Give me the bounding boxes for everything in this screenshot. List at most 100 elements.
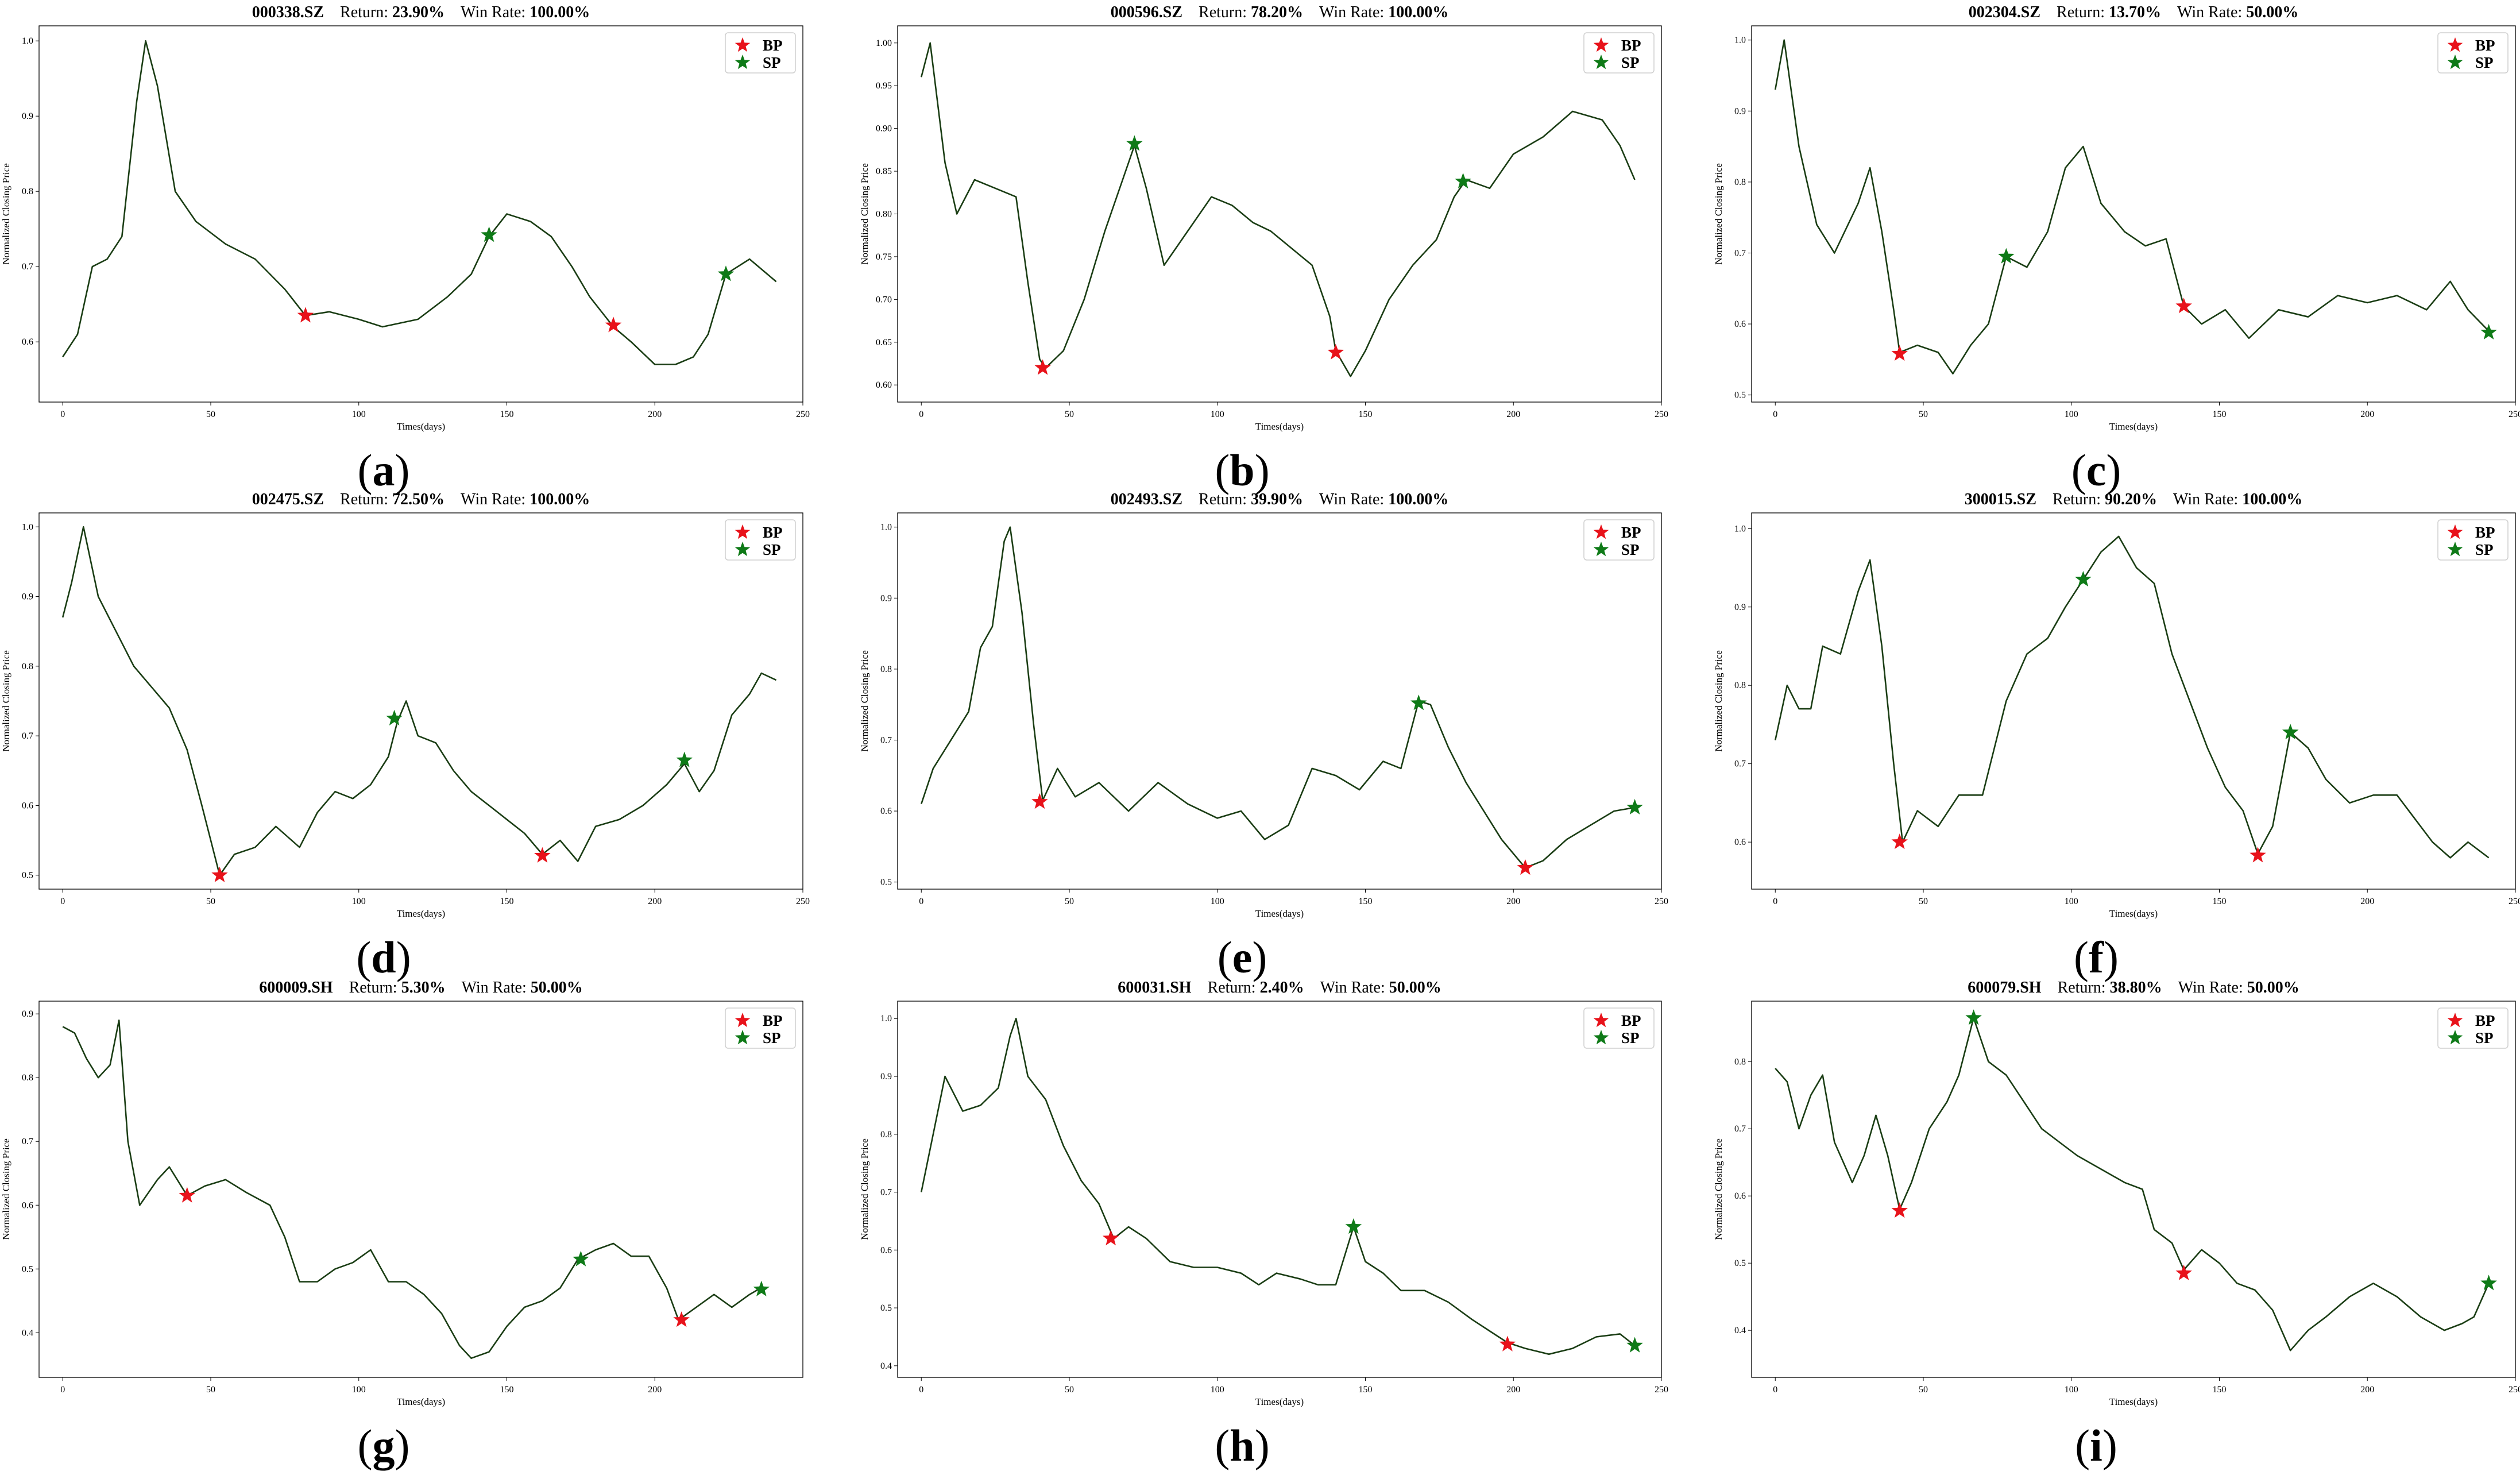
return-value: 78.20% bbox=[1251, 3, 1303, 21]
win-rate-value: 50.00% bbox=[531, 979, 583, 997]
y-tick-label: 0.65 bbox=[876, 338, 892, 347]
panel-title: 300015.SZ Return: 90.20% Win Rate: 100.0… bbox=[1965, 491, 2302, 508]
sell-point-marker bbox=[1965, 1009, 1982, 1025]
buy-point-marker bbox=[2175, 298, 2192, 314]
price-series-line bbox=[61, 526, 777, 876]
subfigure-paren-close: ) bbox=[1255, 445, 1270, 495]
x-axis-label: Times(days) bbox=[1255, 908, 1304, 919]
y-tick-label: 0.60 bbox=[876, 380, 892, 390]
return-value: 2.40% bbox=[1260, 979, 1304, 997]
return-label: Return: bbox=[2036, 491, 2105, 508]
x-tick-label: 200 bbox=[648, 1385, 662, 1395]
plot-frame bbox=[1751, 512, 2516, 890]
y-tick-label: 0.6 bbox=[1734, 319, 1746, 329]
y-tick-label: 0.4 bbox=[1734, 1326, 1746, 1335]
subfigure-label: (b) bbox=[1215, 445, 1269, 495]
x-tick-label: 150 bbox=[1358, 1385, 1372, 1395]
plot-frame bbox=[1751, 1001, 2516, 1378]
x-tick-label: 150 bbox=[2212, 410, 2226, 419]
x-tick-label: 100 bbox=[2065, 410, 2078, 419]
x-tick-label: 0 bbox=[1773, 1385, 1777, 1395]
x-tick-label: 250 bbox=[2509, 1385, 2520, 1395]
panel-title: 002493.SZ Return: 39.90% Win Rate: 100.0… bbox=[1111, 491, 1448, 508]
legend-sell-marker bbox=[2447, 55, 2463, 69]
y-axis-label: Normalized Closing Price bbox=[1713, 650, 1724, 752]
legend-box bbox=[2437, 519, 2509, 561]
sell-point-marker bbox=[1455, 172, 1471, 189]
legend-buy-marker bbox=[735, 1013, 751, 1028]
price-series-line bbox=[1774, 39, 2490, 374]
subfigure-label: (h) bbox=[1215, 1420, 1269, 1470]
subfigure-label: (d) bbox=[356, 932, 411, 982]
legend-buy-marker bbox=[2447, 1013, 2463, 1028]
x-tick-label: 200 bbox=[2360, 897, 2374, 906]
win-rate-value: 50.00% bbox=[2247, 979, 2299, 997]
panel-title: 002475.SZ Return: 72.50% Win Rate: 100.0… bbox=[252, 491, 590, 508]
subfigure-paren-open: ( bbox=[356, 932, 371, 982]
y-tick-label: 0.7 bbox=[1734, 1124, 1746, 1134]
legend-sell-label: SP bbox=[763, 54, 781, 71]
plot-frame bbox=[38, 512, 803, 890]
y-tick-label: 0.8 bbox=[880, 665, 892, 674]
legend-sell-marker bbox=[2447, 1030, 2463, 1045]
subfigure-letter: b bbox=[1230, 445, 1254, 495]
y-tick-label: 0.70 bbox=[876, 295, 892, 304]
return-value: 39.90% bbox=[1251, 491, 1303, 508]
chart-panel-i: 600079.SH Return: 38.80% Win Rate: 50.00… bbox=[1713, 979, 2520, 1470]
sell-point-marker bbox=[386, 709, 403, 725]
y-tick-label: 0.8 bbox=[22, 1073, 33, 1083]
x-axis-label: Times(days) bbox=[1255, 1396, 1304, 1407]
subfigure-paren-close: ) bbox=[1252, 932, 1267, 982]
panel-title: 600031.SH Return: 2.40% Win Rate: 50.00% bbox=[1118, 979, 1441, 997]
panel-title: 000596.SZ Return: 78.20% Win Rate: 100.0… bbox=[1111, 3, 1448, 21]
y-tick-label: 0.7 bbox=[880, 735, 892, 745]
subfigure-paren-open: ( bbox=[358, 1420, 373, 1470]
plot-frame bbox=[897, 1001, 1662, 1378]
stock-code: 600079.SH bbox=[1968, 979, 2042, 997]
legend-box bbox=[725, 1007, 796, 1049]
chart-panel-f: 300015.SZ Return: 90.20% Win Rate: 100.0… bbox=[1713, 491, 2520, 982]
win-rate-value: 50.00% bbox=[1389, 979, 1441, 997]
price-series-line bbox=[1774, 535, 2490, 859]
return-value: 38.80% bbox=[2110, 979, 2162, 997]
sell-point-marker bbox=[1410, 694, 1427, 711]
x-tick-label: 150 bbox=[1358, 410, 1372, 419]
x-tick-label: 0 bbox=[60, 410, 65, 419]
legend-buy-label: BP bbox=[2475, 524, 2495, 541]
y-tick-label: 0.9 bbox=[1734, 106, 1746, 116]
buy-point-marker bbox=[1891, 345, 1908, 361]
y-tick-label: 0.7 bbox=[880, 1188, 892, 1198]
win-rate-label: Win Rate: bbox=[1303, 3, 1388, 21]
x-tick-label: 250 bbox=[1655, 410, 1668, 419]
y-tick-label: 0.6 bbox=[880, 1245, 892, 1255]
y-tick-label: 0.4 bbox=[22, 1328, 33, 1338]
x-tick-label: 50 bbox=[1065, 410, 1074, 419]
subfigure-paren-open: ( bbox=[1218, 932, 1232, 982]
return-label: Return: bbox=[2042, 979, 2110, 997]
y-tick-label: 0.7 bbox=[22, 262, 33, 272]
buy-point-marker bbox=[297, 307, 314, 323]
subfigure-paren-close: ) bbox=[395, 1420, 410, 1470]
panel-title: 002304.SZ Return: 13.70% Win Rate: 50.00… bbox=[1969, 3, 2298, 21]
legend-buy-label: BP bbox=[1621, 524, 1641, 541]
y-axis-label: Normalized Closing Price bbox=[859, 163, 870, 265]
y-tick-label: 0.8 bbox=[880, 1130, 892, 1140]
buy-point-marker bbox=[1891, 1202, 1908, 1218]
x-axis-label: Times(days) bbox=[1255, 421, 1304, 432]
x-tick-label: 100 bbox=[352, 1385, 366, 1395]
legend-sell-label: SP bbox=[2475, 541, 2494, 558]
chart-panel-a: 000338.SZ Return: 23.90% Win Rate: 100.0… bbox=[1, 3, 810, 495]
buy-point-marker bbox=[605, 316, 622, 333]
legend-buy-marker bbox=[1593, 37, 1609, 52]
x-axis-label: Times(days) bbox=[2109, 1396, 2158, 1407]
subfigure-paren-close: ) bbox=[396, 932, 411, 982]
subfigure-label: (g) bbox=[358, 1420, 410, 1470]
return-label: Return: bbox=[324, 491, 392, 508]
price-series-line bbox=[920, 526, 1635, 869]
subfigure-letter: c bbox=[2086, 445, 2107, 495]
x-tick-label: 0 bbox=[60, 1385, 65, 1395]
buy-point-marker bbox=[2175, 1264, 2192, 1280]
x-tick-label: 150 bbox=[500, 1385, 513, 1395]
buy-point-marker bbox=[211, 866, 228, 882]
x-tick-label: 0 bbox=[1773, 897, 1777, 906]
